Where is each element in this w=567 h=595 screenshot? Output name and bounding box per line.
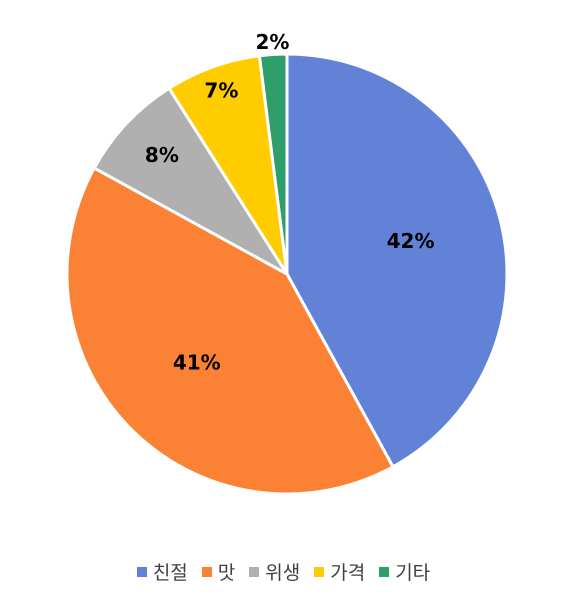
legend-label: 기타 [395, 562, 431, 584]
legend-label: 위생 [265, 562, 301, 584]
legend-label: 가격 [330, 562, 366, 584]
pie-slice-3 [92, 86, 289, 276]
legend-swatch [249, 566, 260, 577]
pie-slices [65, 52, 509, 496]
legend-item-4: 가격 [314, 558, 365, 585]
slice-data-label-1: 42% [387, 229, 435, 253]
legend-swatch [379, 566, 390, 577]
slice-data-label-4: 7% [204, 78, 238, 102]
legend-swatch [314, 566, 325, 577]
slice-data-label-2: 41% [173, 351, 221, 375]
pie-slice-5 [257, 52, 289, 276]
legend-item-2: 맛 [201, 558, 236, 585]
legend-item-5: 기타 [379, 558, 430, 585]
legend-label: 친절 [152, 562, 188, 584]
legend-swatch [201, 566, 212, 577]
pie-slice-1 [285, 52, 509, 469]
pie-slice-2 [65, 166, 395, 496]
legend-item-1: 친절 [136, 558, 188, 585]
chart-legend: 친절 맛 위생 가격 기타 [0, 558, 567, 585]
legend-item-3: 위생 [249, 558, 300, 585]
legend-label: 맛 [217, 562, 236, 584]
slice-data-label-3: 8% [145, 143, 179, 167]
slice-data-label-5: 2% [256, 30, 290, 54]
pie-data-labels: 42% 41% 8% 7% 2% [145, 30, 435, 375]
legend-swatch [136, 566, 147, 577]
